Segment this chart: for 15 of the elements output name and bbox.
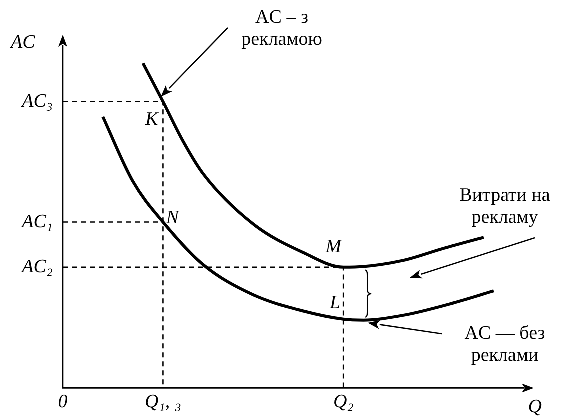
annotation: AC — без реклами: [464, 322, 546, 366]
annotation: AC₂: [20, 256, 54, 278]
annotation: AC₁: [20, 211, 53, 232]
annotation: N: [165, 207, 180, 228]
text: AC – з рекламою: [242, 6, 322, 50]
annotation: K: [144, 108, 160, 130]
annotation: AC₃: [20, 90, 53, 112]
annotation: Витрати на рекламу: [460, 184, 551, 228]
x-axis-title: Q: [528, 396, 542, 417]
annotation: L: [329, 292, 341, 314]
x-tick-label: Q₂: [333, 392, 354, 413]
y-axis-title: AC: [9, 32, 36, 53]
annotation: M: [324, 236, 343, 258]
x-tick-label: Q₁, ₃: [144, 392, 182, 413]
x-tick-label: 0: [58, 392, 68, 413]
